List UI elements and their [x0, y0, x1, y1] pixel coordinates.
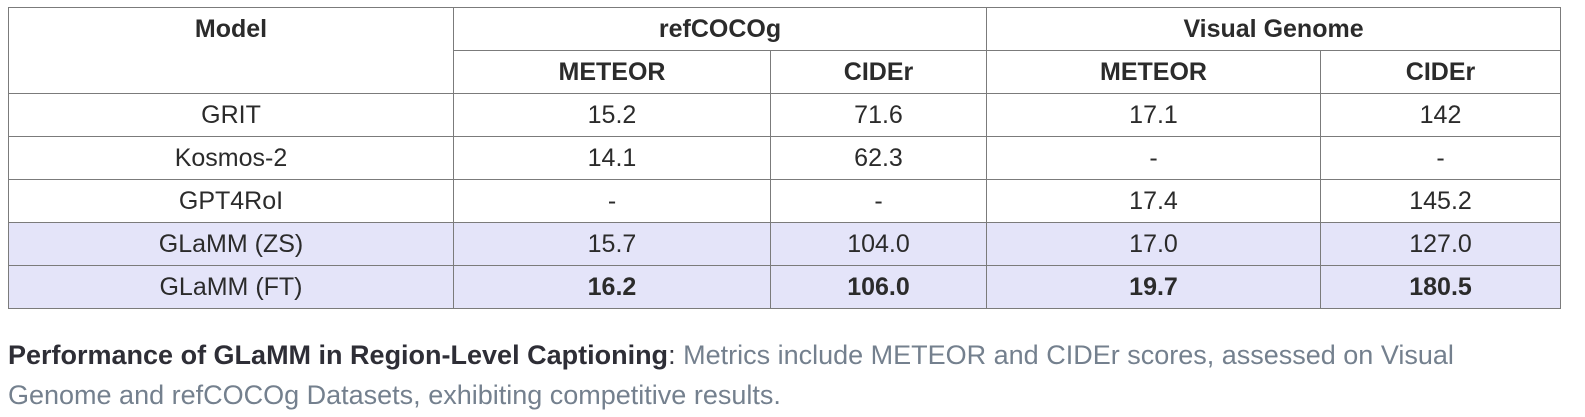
- caption-body: Metrics include METEOR and CIDEr scores,…: [8, 340, 1454, 410]
- metric-value: 19.7: [986, 265, 1322, 309]
- metric-value: 17.0: [986, 222, 1322, 266]
- metric-value: 145.2: [1320, 179, 1562, 223]
- metric-value: 15.2: [453, 93, 771, 137]
- model-name: Kosmos-2: [8, 136, 454, 180]
- header-vg-cider: CIDEr: [1320, 50, 1562, 94]
- table-row: Kosmos-2 14.1 62.3 - -: [8, 136, 1562, 180]
- metric-value: 16.2: [453, 265, 771, 309]
- metric-value: 106.0: [769, 265, 988, 309]
- header-vg-meteor: METEOR: [986, 50, 1322, 94]
- header-refcocog-cider: CIDEr: [769, 50, 988, 94]
- header-model: Model: [8, 7, 454, 94]
- metric-value: 104.0: [769, 222, 988, 266]
- header-group-refcocog: refCOCOg: [452, 7, 988, 51]
- table-caption: Performance of GLaMM in Region-Level Cap…: [8, 335, 1560, 415]
- model-name: GRIT: [8, 93, 454, 137]
- metric-value: -: [769, 179, 988, 223]
- model-name: GLaMM (FT): [8, 265, 454, 309]
- metric-value: 17.4: [986, 179, 1322, 223]
- table-row: GRIT 15.2 71.6 17.1 142: [8, 93, 1562, 137]
- header-group-visual-genome: Visual Genome: [986, 7, 1562, 51]
- caption-title: Performance of GLaMM in Region-Level Cap…: [8, 340, 669, 370]
- metric-value: 17.1: [986, 93, 1322, 137]
- table-row-glamm-ft: GLaMM (FT) 16.2 106.0 19.7 180.5: [8, 265, 1562, 309]
- results-table: Model refCOCOg Visual Genome METEOR CIDE…: [8, 7, 1562, 309]
- header-row-groups: Model refCOCOg Visual Genome: [8, 7, 1562, 94]
- table-row: GPT4RoI - - 17.4 145.2: [8, 179, 1562, 223]
- metric-value: -: [453, 179, 771, 223]
- metric-value: -: [986, 136, 1322, 180]
- header-refcocog-meteor: METEOR: [453, 50, 771, 94]
- metric-value: 14.1: [453, 136, 771, 180]
- model-name: GPT4RoI: [8, 179, 454, 223]
- table-row-glamm-zs: GLaMM (ZS) 15.7 104.0 17.0 127.0: [8, 222, 1562, 266]
- metric-value: 180.5: [1320, 265, 1562, 309]
- metric-value: 62.3: [769, 136, 988, 180]
- model-name: GLaMM (ZS): [8, 222, 454, 266]
- metric-value: 15.7: [453, 222, 771, 266]
- metric-value: 127.0: [1320, 222, 1562, 266]
- metric-value: 71.6: [769, 93, 988, 137]
- caption-separator: :: [668, 340, 676, 370]
- metric-value: 142: [1320, 93, 1562, 137]
- metric-value: -: [1320, 136, 1562, 180]
